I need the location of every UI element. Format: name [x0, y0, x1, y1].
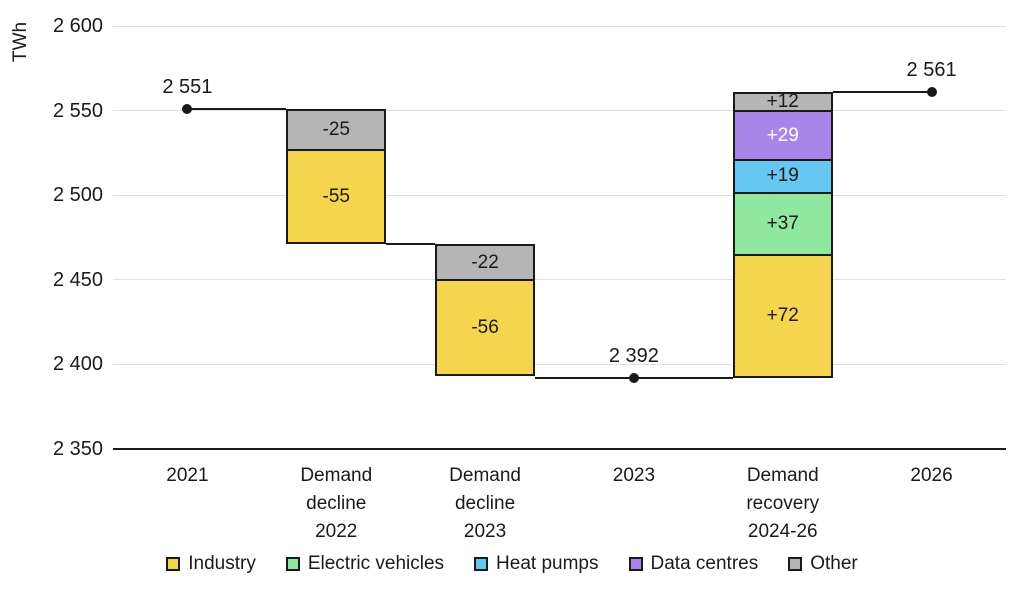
- legend-item-heat-pumps: Heat pumps: [474, 553, 599, 575]
- y-tick-label: 2 400: [52, 353, 103, 376]
- x-category-label: 2023: [612, 465, 656, 486]
- bar-segment-heat-pumps: +19: [732, 159, 833, 194]
- bar-segment-other: -25: [286, 108, 387, 152]
- data-point-dot: [628, 372, 639, 383]
- x-axis-line: [113, 448, 1006, 450]
- legend-label: Electric vehicles: [307, 553, 445, 574]
- legend-swatch-icon: [166, 557, 181, 571]
- legend-label: Data centres: [650, 553, 759, 574]
- connector-line: [832, 90, 932, 93]
- gridline: [113, 110, 1006, 112]
- y-tick-label: 2 350: [52, 438, 103, 460]
- y-tick-label: 2 450: [52, 268, 103, 291]
- legend-item-electric-vehicles: Electric vehicles: [285, 553, 445, 575]
- x-category-label: 2026: [910, 465, 953, 486]
- legend-item-other: Other: [788, 553, 858, 575]
- connector-line: [386, 243, 436, 246]
- data-point-dot: [926, 86, 937, 97]
- bar-segment-industry: +72: [732, 254, 833, 378]
- legend-label: Industry: [188, 553, 256, 574]
- legend-label: Heat pumps: [496, 553, 599, 574]
- legend-item-data-centres: Data centres: [628, 553, 759, 575]
- bar-segment-other: -22: [435, 244, 536, 282]
- gridline: [113, 25, 1006, 27]
- legend-swatch-icon: [788, 557, 803, 571]
- gridline: [113, 194, 1006, 196]
- y-tick-label: 2 600: [52, 15, 103, 37]
- bar-segment-other: +12: [732, 91, 833, 113]
- y-tick-label: 2 500: [52, 184, 103, 207]
- legend: Industry Electric vehicles Heat pumps Data …: [0, 553, 1024, 575]
- y-tick-label: 2 550: [52, 99, 103, 122]
- legend-label: Other: [810, 553, 858, 574]
- bar-segment-industry: -56: [435, 279, 536, 377]
- legend-item-industry: Industry: [166, 553, 256, 575]
- legend-swatch-icon: [474, 557, 489, 571]
- gridline: [113, 363, 1006, 365]
- bar-segment-electric-vehicles: +37: [732, 191, 833, 257]
- value-label: 2 392: [608, 344, 659, 367]
- legend-swatch-icon: [285, 557, 300, 571]
- x-category-label: Demand decline 2023: [449, 465, 521, 542]
- gridline: [113, 279, 1006, 281]
- legend-swatch-icon: [628, 557, 643, 571]
- value-label: 2 551: [162, 75, 213, 98]
- x-category-label: Demand decline 2022: [300, 465, 373, 542]
- data-point-dot: [182, 103, 193, 114]
- bar-segment-industry: -55: [286, 149, 387, 245]
- x-category-label: Demand recovery 2024-26: [746, 465, 820, 542]
- connector-line: [187, 107, 287, 110]
- bar-segment-data-centres: +29: [732, 110, 833, 162]
- x-category-label: 2021: [166, 465, 209, 486]
- value-label: 2 561: [906, 58, 957, 81]
